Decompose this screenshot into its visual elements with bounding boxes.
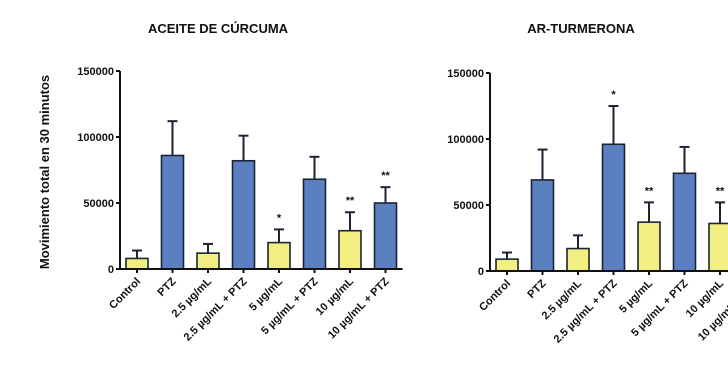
x-category-label: 2.5 µg/mL + PTZ <box>182 275 250 343</box>
chart-title: ACEITE DE CÚRCUMA <box>148 21 289 36</box>
bar <box>338 229 362 270</box>
bar <box>373 202 398 270</box>
bar <box>637 221 661 272</box>
significance-label: ** <box>645 185 654 197</box>
y-tick-label: 50000 <box>453 200 484 212</box>
significance-label: * <box>611 89 616 101</box>
x-category-label: Control <box>477 278 513 314</box>
significance-label: * <box>277 212 282 224</box>
panel-ar-turmerona: AR-TURMERONA 0 50000 100000 150000 Control PTZ… <box>447 21 728 346</box>
bar <box>601 143 626 272</box>
y-tick-label: 150000 <box>77 66 114 78</box>
bar <box>196 252 220 270</box>
bar <box>125 257 149 270</box>
bar <box>708 222 728 272</box>
x-category-label: Control <box>107 276 143 312</box>
x-category-label: PTZ <box>525 277 548 300</box>
bar <box>160 154 185 270</box>
significance-label: ** <box>381 170 390 182</box>
bar <box>495 258 519 272</box>
y-tick-label: 100000 <box>447 134 484 146</box>
panel-aceite-de-curcuma: ACEITE DE CÚRCUMA 0 50000 100000 150000 Contr… <box>77 21 403 344</box>
significance-label: ** <box>346 195 355 207</box>
x-category-label: 10 µg/mL + PTZ <box>326 275 392 341</box>
bar <box>566 247 590 272</box>
y-tick-label: 0 <box>478 266 484 278</box>
y-tick-label: 150000 <box>447 68 484 80</box>
y-tick-label: 100000 <box>77 132 114 144</box>
x-category-label: PTZ <box>155 275 178 298</box>
y-tick-label: 0 <box>108 264 114 276</box>
x-category-label: 2.5 µg/mL + PTZ <box>552 277 620 345</box>
y-axis-label: Movimiento total en 30 minutos <box>37 75 52 269</box>
chart-title: AR-TURMERONA <box>527 21 635 36</box>
bar <box>302 178 327 270</box>
y-tick-label: 50000 <box>83 198 114 210</box>
significance-label: ** <box>716 185 725 197</box>
bar <box>231 159 256 270</box>
bar <box>672 172 697 272</box>
bar <box>267 241 291 270</box>
bar <box>530 179 555 272</box>
